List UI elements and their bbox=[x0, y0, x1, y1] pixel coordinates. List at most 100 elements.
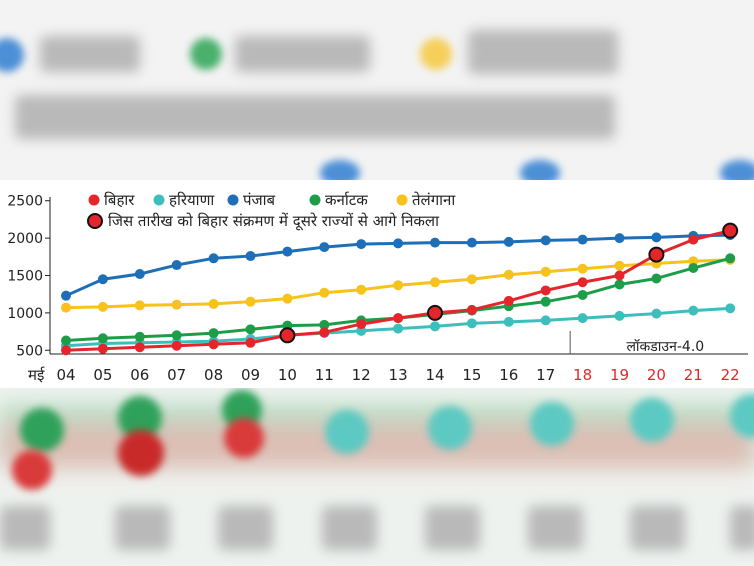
data-point bbox=[540, 266, 551, 277]
x-tick-label: 21 bbox=[684, 366, 703, 384]
legend-overtake-label: जिस तारीख को बिहार संक्रमण में दूसरे राज… bbox=[108, 212, 440, 231]
x-tick-label: 09 bbox=[241, 366, 260, 384]
y-tick-label: 1500 bbox=[7, 269, 43, 285]
data-point bbox=[208, 328, 219, 339]
data-point bbox=[688, 263, 699, 274]
data-point bbox=[356, 319, 367, 330]
data-point bbox=[245, 324, 256, 335]
data-point bbox=[651, 232, 662, 243]
y-tick-label: 2500 bbox=[7, 194, 43, 210]
data-point bbox=[393, 313, 404, 324]
legend-label: हरियाणा bbox=[169, 191, 215, 209]
data-point bbox=[503, 316, 514, 327]
data-point bbox=[171, 299, 182, 310]
data-point bbox=[97, 274, 108, 285]
data-point bbox=[503, 295, 514, 306]
data-point bbox=[356, 239, 367, 250]
x-tick-label: 15 bbox=[462, 366, 481, 384]
x-tick-label: 07 bbox=[167, 366, 186, 384]
data-point bbox=[614, 260, 625, 271]
data-point bbox=[245, 251, 256, 262]
chart-panel: 500 1000 1500 2000 2500 मई 04 05 06 07 08 09 10 11 12 1… bbox=[0, 181, 754, 388]
data-point bbox=[540, 296, 551, 307]
y-tick-label: 2000 bbox=[7, 231, 43, 247]
data-point bbox=[245, 337, 256, 348]
x-tick-label: 22 bbox=[721, 366, 740, 384]
overtake-marker bbox=[648, 246, 665, 263]
data-point bbox=[614, 310, 625, 321]
data-point bbox=[319, 287, 330, 298]
x-axis-prefix: मई bbox=[28, 366, 45, 384]
data-point bbox=[651, 308, 662, 319]
data-point bbox=[725, 303, 736, 314]
legend-swatch bbox=[88, 194, 100, 206]
data-point bbox=[61, 290, 71, 301]
blurred-background-top bbox=[0, 0, 754, 180]
data-point bbox=[466, 304, 477, 315]
x-tick-label: 06 bbox=[130, 366, 149, 384]
data-point bbox=[577, 234, 588, 245]
data-point bbox=[134, 331, 145, 342]
x-tick-label: 13 bbox=[389, 366, 408, 384]
data-point bbox=[61, 302, 71, 313]
data-point bbox=[171, 260, 182, 271]
x-tick-label: 16 bbox=[499, 366, 518, 384]
legend-swatch bbox=[227, 194, 239, 206]
data-point bbox=[466, 237, 477, 248]
data-point bbox=[651, 273, 662, 284]
data-point bbox=[540, 285, 551, 296]
data-point bbox=[134, 269, 145, 280]
x-tick-label: 19 bbox=[610, 366, 629, 384]
x-tick-label: 20 bbox=[647, 366, 666, 384]
data-point bbox=[688, 305, 699, 316]
legend-overtake-swatch bbox=[87, 213, 103, 229]
legend-swatch bbox=[153, 194, 165, 206]
x-tick-label: 17 bbox=[536, 366, 555, 384]
x-tick-label: 14 bbox=[425, 366, 444, 384]
overtake-marker bbox=[427, 304, 443, 321]
legend-label: पंजाब bbox=[243, 191, 276, 209]
data-point bbox=[97, 333, 108, 344]
data-point bbox=[393, 323, 404, 334]
data-point bbox=[208, 298, 219, 309]
data-point bbox=[319, 242, 330, 253]
data-point bbox=[97, 343, 108, 354]
data-point bbox=[245, 296, 256, 307]
data-point bbox=[319, 319, 330, 330]
legend-label: कर्नाटक bbox=[325, 191, 368, 209]
lockdown-label: लॉकडाउन-4.0 bbox=[626, 338, 704, 355]
x-tick-label: 04 bbox=[56, 366, 75, 384]
legend-label: तेलंगाना bbox=[412, 191, 456, 209]
data-point bbox=[577, 289, 588, 300]
overtake-marker bbox=[722, 222, 739, 239]
data-point bbox=[614, 279, 625, 290]
data-point bbox=[577, 313, 588, 324]
data-point bbox=[171, 330, 182, 341]
data-point bbox=[134, 300, 145, 311]
data-point bbox=[393, 238, 404, 249]
data-point bbox=[171, 340, 182, 351]
x-tick-label: 11 bbox=[315, 366, 334, 384]
data-point bbox=[503, 269, 514, 280]
data-point bbox=[430, 277, 440, 288]
data-point bbox=[577, 263, 588, 274]
legend-swatch bbox=[309, 194, 321, 206]
data-point bbox=[430, 237, 440, 248]
data-point bbox=[61, 335, 71, 346]
x-tick-label: 08 bbox=[204, 366, 223, 384]
x-tick-label: 12 bbox=[352, 366, 371, 384]
y-tick-label: 1000 bbox=[7, 306, 43, 322]
data-point bbox=[688, 234, 699, 245]
data-point bbox=[134, 342, 145, 353]
data-point bbox=[208, 253, 219, 264]
line-chart: 500 1000 1500 2000 2500 मई 04 05 06 07 08 09 10 11 12 1… bbox=[7, 191, 748, 384]
data-point bbox=[577, 277, 588, 288]
y-tick-label: 500 bbox=[16, 343, 43, 359]
x-tick-label: 10 bbox=[278, 366, 297, 384]
data-point bbox=[208, 339, 219, 350]
blurred-background-bottom bbox=[0, 388, 754, 566]
data-point bbox=[282, 246, 293, 257]
data-point bbox=[540, 315, 551, 326]
overtake-marker bbox=[279, 327, 296, 344]
data-point bbox=[356, 284, 367, 295]
